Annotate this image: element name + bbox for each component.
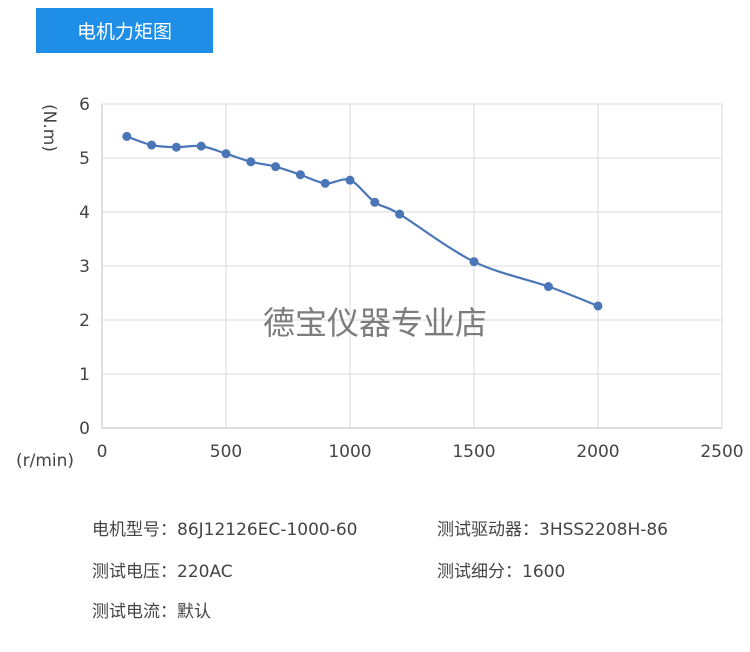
x-tick-label: 2000 xyxy=(576,442,619,462)
tick-labels: 0 1 2 3 4 5 6 0 500 1000 1500 2000 2500 xyxy=(79,95,743,462)
x-tick-label: 1500 xyxy=(452,442,495,462)
y-tick-label: 1 xyxy=(79,365,90,385)
data-point xyxy=(593,301,603,311)
axes xyxy=(101,104,722,429)
x-axis-label: (r/min) xyxy=(16,451,74,471)
spec-test-voltage: 测试电压：220AC xyxy=(92,562,233,582)
y-tick-label: 3 xyxy=(79,257,90,277)
data-point xyxy=(196,141,206,151)
y-tick-label: 4 xyxy=(79,203,90,223)
chart-title-badge: 电机力矩图 xyxy=(36,8,213,53)
x-tick-label: 0 xyxy=(97,442,108,462)
y-tick-label: 0 xyxy=(79,419,90,439)
data-point xyxy=(345,175,355,185)
spec-test-subdivision: 测试细分：1600 xyxy=(437,562,566,582)
watermark-text: 德宝仪器专业店 xyxy=(263,304,487,342)
x-tick-label: 2500 xyxy=(700,442,743,462)
data-point xyxy=(295,170,305,180)
spec-test-current: 测试电流：默认 xyxy=(92,602,211,622)
y-tick-label: 5 xyxy=(79,149,90,169)
x-tick-label: 1000 xyxy=(328,442,371,462)
grid-lines xyxy=(102,103,723,428)
data-point xyxy=(469,257,479,267)
data-point xyxy=(147,140,157,150)
spec-motor-model: 电机型号：86J12126EC-1000-60 xyxy=(92,520,358,540)
data-point xyxy=(271,162,281,172)
y-axis-label: (N.m) xyxy=(39,104,59,152)
torque-chart: 0 1 2 3 4 5 6 0 500 1000 1500 2000 2500 德宝仪器专业店 (r/m… xyxy=(16,95,744,471)
series-line xyxy=(126,135,599,307)
data-point xyxy=(395,209,405,219)
series-torque xyxy=(122,131,603,311)
x-tick-label: 500 xyxy=(210,442,242,462)
data-point xyxy=(171,142,181,152)
data-point xyxy=(221,149,231,159)
spec-test-driver: 测试驱动器：3HSS2208H-86 xyxy=(437,520,668,540)
y-tick-label: 6 xyxy=(79,95,90,115)
data-point xyxy=(320,178,330,188)
data-point xyxy=(122,131,132,141)
data-point xyxy=(246,157,256,167)
y-tick-label: 2 xyxy=(79,311,90,331)
data-point xyxy=(543,282,553,292)
data-point xyxy=(370,197,380,207)
